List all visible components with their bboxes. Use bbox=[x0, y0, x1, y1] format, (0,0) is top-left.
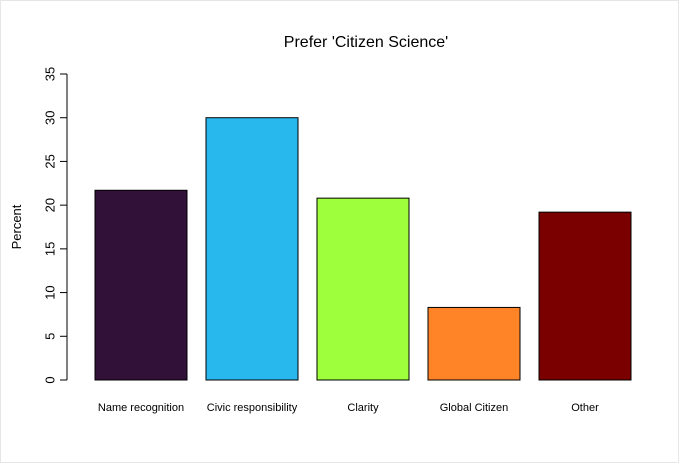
x-category-label: Clarity bbox=[347, 402, 379, 414]
bar bbox=[94, 189, 188, 381]
bar bbox=[538, 211, 632, 381]
bar bbox=[427, 306, 521, 381]
bars bbox=[94, 117, 632, 381]
x-category-label: Civic responsibility bbox=[207, 402, 298, 414]
x-category-label: Global Citizen bbox=[440, 402, 508, 414]
y-tick-label: 25 bbox=[43, 154, 58, 168]
y-tick-label: 30 bbox=[43, 110, 58, 124]
x-category-label: Name recognition bbox=[98, 402, 184, 414]
y-tick-label: 20 bbox=[43, 198, 58, 212]
y-axis-label: Percent bbox=[9, 204, 24, 249]
y-tick-label: 15 bbox=[43, 242, 58, 256]
x-category-label: Other bbox=[571, 402, 599, 414]
category-labels: Name recognition Civic responsibility Clar… bbox=[98, 402, 599, 414]
y-tick-label: 0 bbox=[43, 376, 58, 383]
y-axis: 0 5 10 15 20 25 30 35 bbox=[43, 67, 68, 384]
chart-title: Prefer 'Citizen Science' bbox=[284, 34, 448, 51]
y-tick-label: 5 bbox=[43, 333, 58, 340]
bar bbox=[205, 117, 299, 381]
y-tick-label: 10 bbox=[43, 285, 58, 299]
y-tick-label: 35 bbox=[43, 67, 58, 81]
bar bbox=[316, 197, 410, 381]
